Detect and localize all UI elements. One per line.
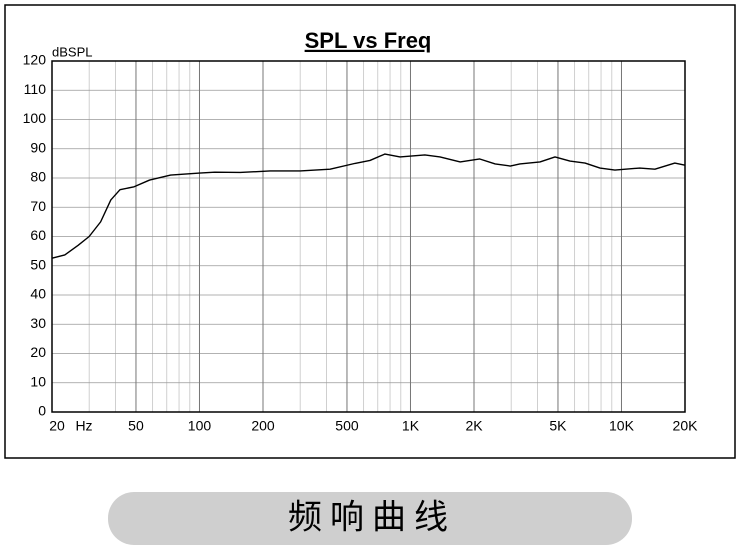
y-tick-label: 60 [30, 227, 46, 243]
x-tick-label: 10K [609, 418, 635, 434]
x-axis-label: Hz [75, 418, 92, 434]
caption: 频响曲线 [288, 498, 456, 538]
x-tick-label: 2K [465, 418, 483, 434]
x-tick-label: 20 [49, 418, 65, 434]
y-tick-label: 110 [24, 81, 47, 97]
chart-title: SPL vs Freq [305, 28, 432, 53]
caption-pill [108, 492, 632, 545]
y-tick-label: 40 [30, 286, 46, 302]
y-tick-label: 50 [30, 256, 46, 272]
y-tick-label: 70 [30, 198, 46, 214]
x-tick-label: 50 [128, 418, 144, 434]
x-tick-label: 1K [402, 418, 420, 434]
x-tick-label: 20K [673, 418, 699, 434]
y-tick-label: 120 [23, 52, 47, 68]
y-tick-label: 30 [30, 315, 46, 331]
plot-frame [51, 60, 686, 413]
x-tick-label: 500 [335, 418, 359, 434]
x-tick-label: 5K [549, 418, 567, 434]
y-tick-label: 0 [38, 403, 46, 419]
y-tick-label: 20 [30, 344, 46, 360]
y-tick-label: 100 [23, 110, 47, 126]
x-tick-label: 200 [251, 418, 275, 434]
y-tick-label: 80 [30, 169, 46, 185]
x-tick-label: 100 [188, 418, 212, 434]
y-tick-label: 90 [30, 139, 46, 155]
y-axis-label: dBSPL [52, 44, 92, 59]
chart-frame [4, 4, 736, 459]
y-tick-label: 10 [30, 373, 46, 389]
response-curve [51, 153, 686, 259]
